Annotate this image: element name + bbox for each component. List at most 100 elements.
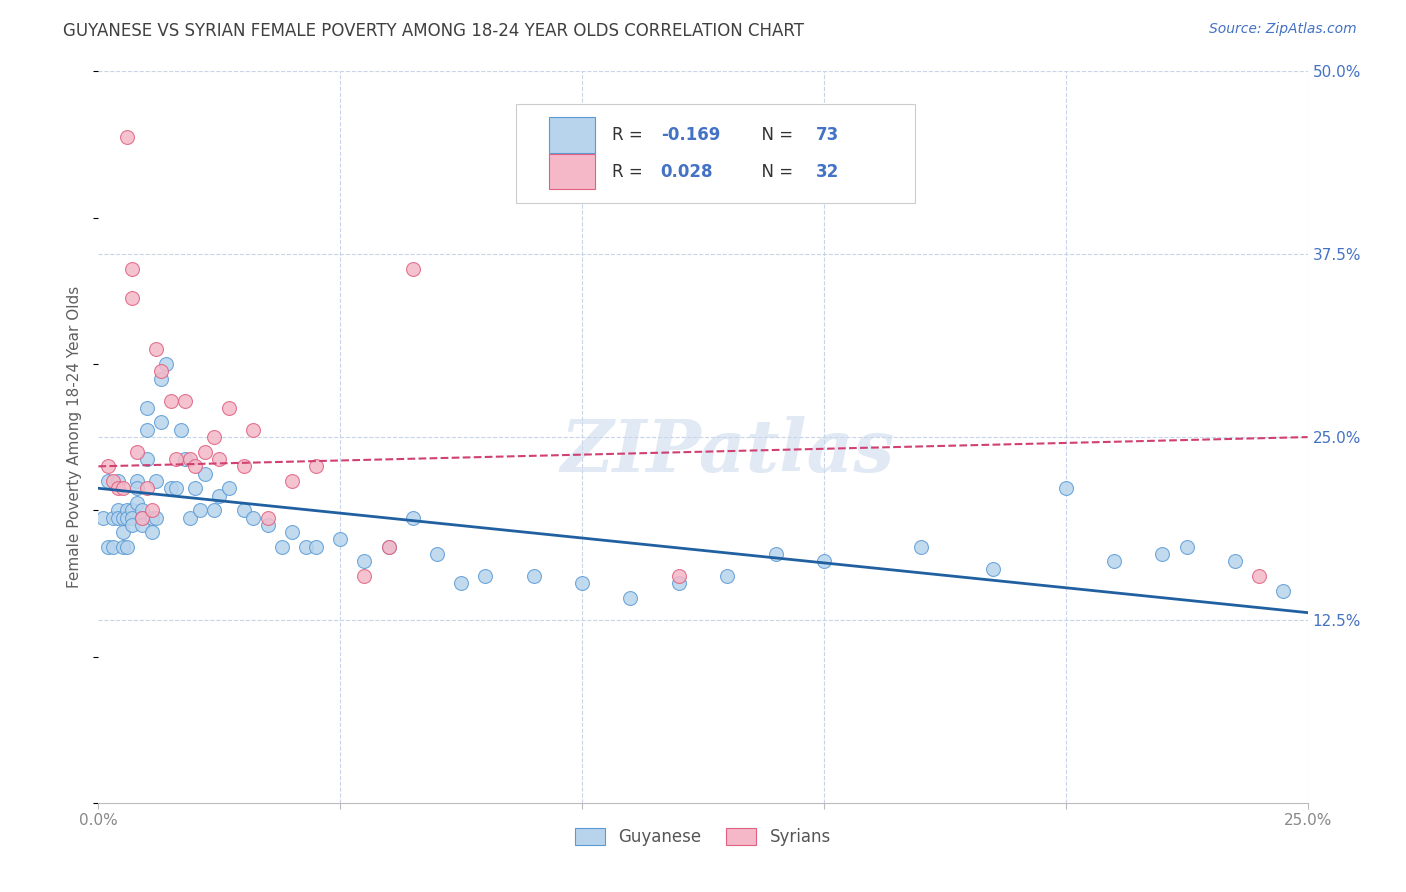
Point [107,481,129,495]
Point [194,444,217,458]
Point [131,503,153,517]
FancyBboxPatch shape [550,118,595,153]
Point [184,459,207,474]
Point [271,540,294,554]
Point [765,547,787,561]
Text: GUYANESE VS SYRIAN FEMALE POVERTY AMONG 18-24 YEAR OLDS CORRELATION CHART: GUYANESE VS SYRIAN FEMALE POVERTY AMONG … [63,22,804,40]
Point [174,393,197,408]
Point [184,481,207,495]
Point [135,423,157,437]
Point [204,503,226,517]
Text: 73: 73 [815,126,839,144]
Point [127,444,149,458]
Point [97,540,120,554]
Text: N =: N = [751,126,799,144]
Point [619,591,641,605]
Text: ZIPatlas: ZIPatlas [560,417,894,487]
Point [127,496,149,510]
Point [169,423,191,437]
Point [402,510,425,524]
Point [377,540,399,554]
Point [426,547,449,561]
Point [135,481,157,495]
Point [571,576,593,591]
Point [194,467,217,481]
Point [111,525,134,540]
Point [117,540,139,554]
Text: Source: ZipAtlas.com: Source: ZipAtlas.com [1209,22,1357,37]
Point [165,481,187,495]
Point [165,452,187,467]
Point [1102,554,1125,568]
Point [160,481,183,495]
Point [135,401,157,415]
Point [1272,583,1295,598]
Point [232,459,254,474]
Point [242,510,264,524]
Point [256,510,278,524]
Point [1249,569,1271,583]
Point [145,510,167,524]
Point [305,459,328,474]
Point [150,371,173,385]
Point [1223,554,1246,568]
Text: N =: N = [751,162,799,180]
Point [204,430,226,444]
Point [295,540,318,554]
Point [97,459,120,474]
Point [121,261,143,276]
Point [141,503,163,517]
Point [523,569,546,583]
Text: R =: R = [613,126,648,144]
Text: -0.169: -0.169 [661,126,720,144]
Point [117,130,139,145]
Point [131,517,153,532]
Point [353,569,375,583]
Point [174,452,197,467]
Point [121,510,143,524]
Point [121,517,143,532]
Point [101,474,124,488]
Point [145,474,167,488]
Point [131,510,153,524]
Point [121,291,143,305]
Point [111,540,134,554]
Text: R =: R = [613,162,648,180]
FancyBboxPatch shape [550,154,595,189]
Point [131,510,153,524]
Point [1152,547,1174,561]
Point [107,474,129,488]
Point [145,343,167,357]
Point [111,510,134,524]
Point [305,540,328,554]
Point [981,562,1004,576]
Point [107,510,129,524]
Point [377,540,399,554]
Point [117,510,139,524]
Point [155,357,177,371]
Legend: Guyanese, Syrians: Guyanese, Syrians [568,822,838,853]
Point [450,576,472,591]
Point [121,503,143,517]
Point [150,364,173,378]
Point [402,261,425,276]
Point [281,474,304,488]
Point [281,525,304,540]
Point [127,474,149,488]
Point [208,452,231,467]
Point [101,540,124,554]
Point [101,510,124,524]
Y-axis label: Female Poverty Among 18-24 Year Olds: Female Poverty Among 18-24 Year Olds [67,286,83,588]
Point [329,533,352,547]
Point [668,569,690,583]
Text: 32: 32 [815,162,839,180]
Point [188,503,211,517]
Point [150,416,173,430]
Point [135,452,157,467]
Point [668,576,690,591]
Point [111,481,134,495]
FancyBboxPatch shape [516,104,915,203]
Point [127,481,149,495]
Point [1054,481,1077,495]
Point [256,517,278,532]
